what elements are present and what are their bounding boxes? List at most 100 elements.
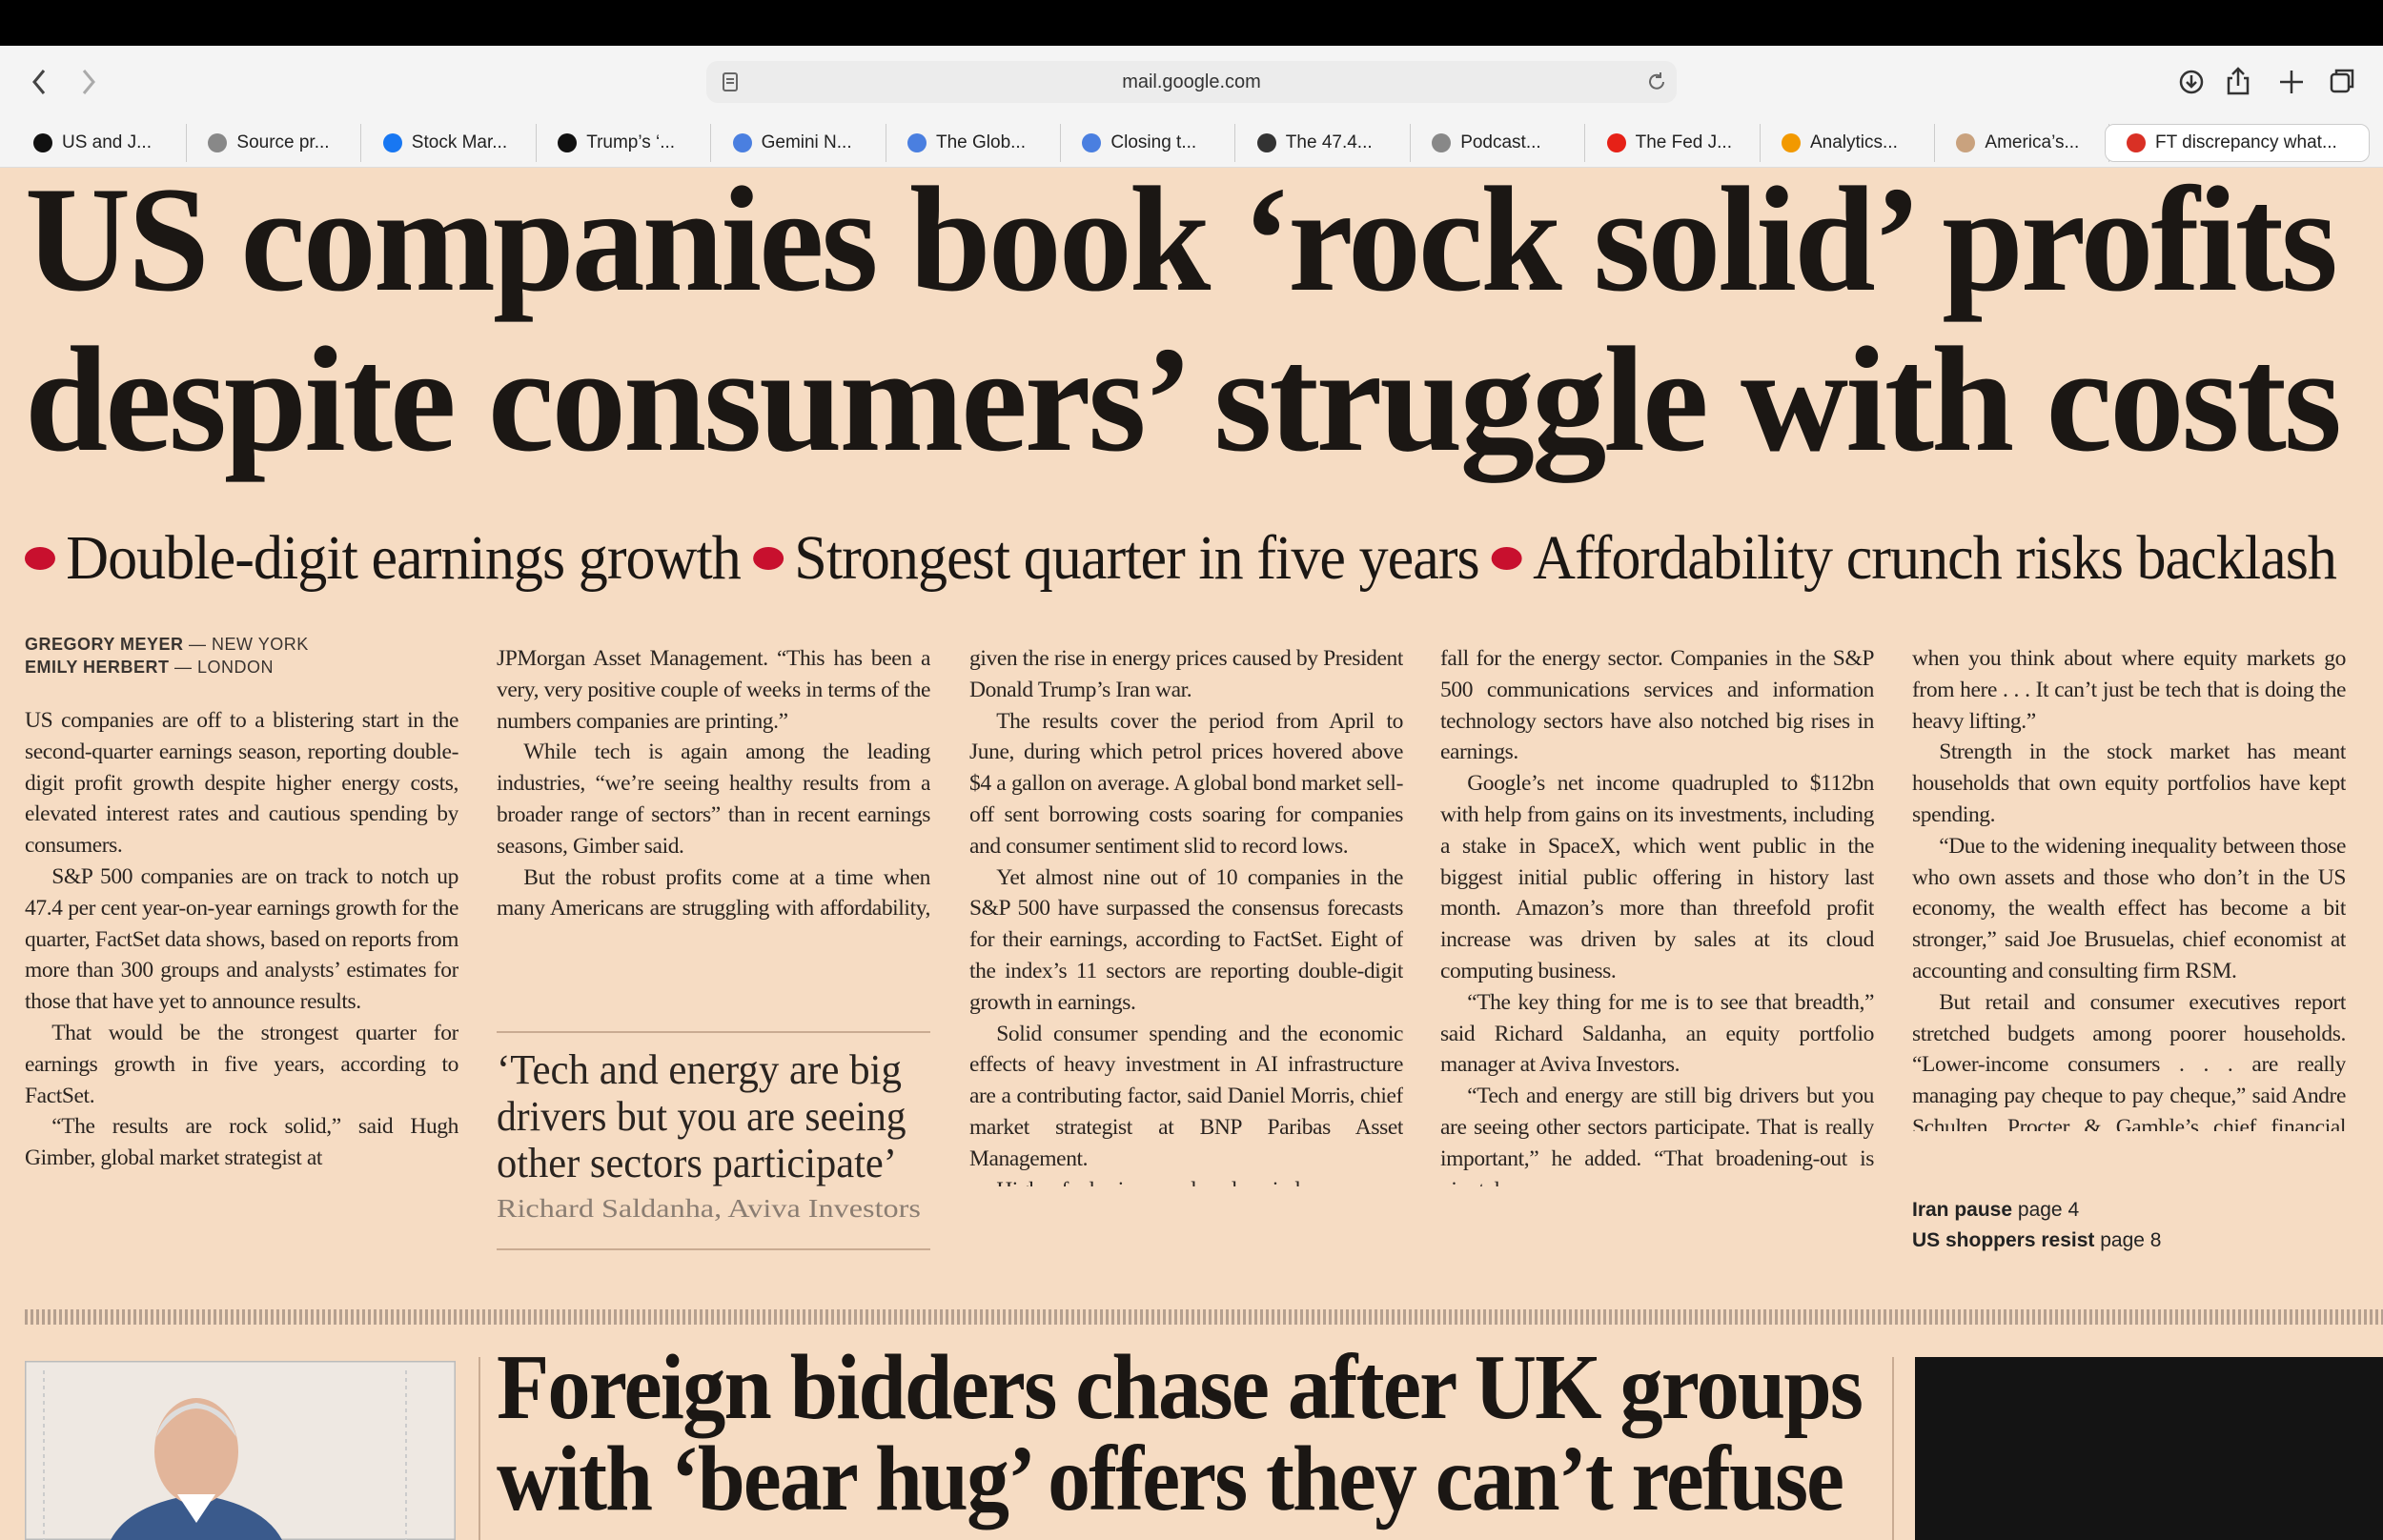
tab-icon <box>382 133 402 152</box>
bullet-dot <box>753 546 784 570</box>
tab-title: Closing t... <box>1110 132 1197 152</box>
paragraph: JPMorgan Asset Management. “This has bee… <box>497 646 930 734</box>
paragraph: given the rise in energy prices caused b… <box>969 646 1403 702</box>
ref-label[interactable]: Iran pause <box>1912 1199 2013 1221</box>
tab-icon <box>2127 133 2146 152</box>
paragraph: Google’s net income quadrupled to $112bn… <box>1440 771 1874 983</box>
tab-title: US and J... <box>62 132 152 152</box>
tab-icon <box>907 133 927 152</box>
address-bar[interactable]: mail.google.com <box>706 61 1677 103</box>
tab[interactable]: Gemini N... <box>712 124 886 162</box>
tab[interactable]: Source pr... <box>187 124 362 162</box>
location: — NEW YORK <box>189 635 309 654</box>
separator <box>25 1309 2383 1325</box>
paragraph: While tech is again among the leading in… <box>497 740 930 859</box>
photo <box>25 1361 456 1540</box>
quote-attribution: Richard Saldanha, Aviva Investors <box>497 1194 921 1223</box>
paragraph: But retail and consumer executives repor… <box>1912 989 2346 1131</box>
tab-icon <box>1782 133 1801 152</box>
paragraph: Strength in the stock market has meant h… <box>1912 740 2346 827</box>
headline: US companies book ‘rock solid’ profits d… <box>25 160 2383 480</box>
tab[interactable]: Podcast... <box>1411 124 1586 162</box>
headline-line: despite consumers’ struggle with costs <box>25 316 2342 483</box>
tab[interactable]: FT discrepancy what... <box>2105 124 2370 162</box>
author: GREGORY MEYER <box>25 635 184 654</box>
paragraph: Higher fuel prices produced a wind- <box>969 1175 1403 1186</box>
tab[interactable]: The Glob... <box>886 124 1061 162</box>
paragraph: “Due to the widening inequality between … <box>1912 833 2346 983</box>
divider <box>479 1357 480 1540</box>
ref-page: page 4 <box>2017 1199 2080 1221</box>
bullet-text: Affordability crunch risks backlash <box>1533 523 2337 593</box>
tab-icon <box>33 133 52 152</box>
paragraph: Solid consumer spending and the economic… <box>969 1021 1403 1171</box>
tab[interactable]: Stock Mar... <box>362 124 537 162</box>
author: EMILY HERBERT <box>25 658 170 677</box>
tab-icon <box>208 133 228 152</box>
tab[interactable]: The 47.4... <box>1236 124 1411 162</box>
paragraph: That would be the strongest quarter for … <box>25 1020 458 1108</box>
ref-label[interactable]: US shoppers resist <box>1912 1229 2095 1251</box>
tab-icon <box>558 133 578 152</box>
tab-icon <box>1256 133 1276 152</box>
tab-title: Trump’s ‘... <box>586 132 676 152</box>
headline-line: Foreign bidders chase after UK groups <box>497 1336 1864 1439</box>
top-bar <box>0 0 2383 46</box>
tab[interactable]: The Fed J... <box>1586 124 1761 162</box>
page-icon <box>723 72 738 91</box>
pull-quote: ‘Tech and energy are big drivers but you… <box>497 1031 930 1250</box>
paragraph: The results cover the period from April … <box>969 708 1403 859</box>
tab-title: Source pr... <box>236 132 330 152</box>
bullet-dot <box>25 546 55 570</box>
bullet-text: Strongest quarter in five years <box>794 523 1479 593</box>
paragraph: “The key thing for me is to see that bre… <box>1440 989 1874 1078</box>
quote-line: ‘Tech and energy are big <box>497 1046 902 1093</box>
tab-title: FT discrepancy what... <box>2155 132 2337 152</box>
toolbar-icons[interactable] <box>2173 63 2364 101</box>
ref-page: page 8 <box>2100 1229 2162 1251</box>
article-column: given the rise in energy prices caused b… <box>969 643 1403 1186</box>
paragraph: “Tech and energy are still big drivers b… <box>1440 1084 1874 1186</box>
paragraph: US companies are off to a blistering sta… <box>25 708 458 859</box>
tab-title: The Fed J... <box>1635 132 1732 152</box>
location: — LONDON <box>174 658 275 677</box>
url-text: mail.google.com <box>1122 71 1261 92</box>
quote-line: drivers but you are seeing <box>497 1093 906 1140</box>
paragraph: “The results are rock solid,” said Hugh … <box>25 1114 458 1171</box>
bullet-dot <box>1491 546 1522 570</box>
tab-icon <box>1606 133 1626 152</box>
paragraph: S&P 500 companies are on track to notch … <box>25 863 458 1015</box>
tab-title: The Glob... <box>936 132 1026 152</box>
byline: GREGORY MEYER — NEW YORK EMILY HERBERT —… <box>25 633 309 679</box>
tab-title: Podcast... <box>1460 132 1541 152</box>
tab[interactable]: US and J... <box>12 124 187 162</box>
second-headline: Foreign bidders chase after UK groups wi… <box>497 1336 1975 1530</box>
headline-line: US companies book ‘rock solid’ profits <box>25 156 2338 323</box>
article-column: fall for the energy sector. Companies in… <box>1440 643 1874 1186</box>
nav-buttons[interactable] <box>27 65 103 99</box>
paragraph: when you think about where equity market… <box>1912 646 2346 734</box>
headline-line: with ‘bear hug’ offers they can’t refuse <box>497 1428 1844 1530</box>
tab-title: Stock Mar... <box>411 132 508 152</box>
tab[interactable]: Analytics... <box>1761 124 1935 162</box>
article-column: when you think about where equity market… <box>1912 643 2346 1131</box>
paragraph: But the robust profits come at a time wh… <box>497 864 930 929</box>
tab-title: Gemini N... <box>761 132 852 152</box>
tab-title: America’s... <box>1985 132 2080 152</box>
divider <box>1892 1357 1894 1540</box>
tab-title: Analytics... <box>1810 132 1898 152</box>
quote-line: other sectors participate’ <box>497 1140 897 1186</box>
tab-icon <box>1956 133 1976 152</box>
reload-icon[interactable] <box>1645 71 1668 93</box>
refs: Iran pause page 4 US shoppers resist pag… <box>1912 1195 2161 1256</box>
tab[interactable]: Trump’s ‘... <box>537 124 712 162</box>
tab-icon <box>1432 133 1452 152</box>
article-column: JPMorgan Asset Management. “This has bee… <box>497 643 930 929</box>
bullet-text: Double-digit earnings growth <box>66 523 742 593</box>
tab-icon <box>1082 133 1102 152</box>
tab-title: The 47.4... <box>1285 132 1373 152</box>
ad-box <box>1915 1357 2383 1540</box>
tab[interactable]: Closing t... <box>1061 124 1236 162</box>
paragraph: fall for the energy sector. Companies in… <box>1440 646 1874 765</box>
